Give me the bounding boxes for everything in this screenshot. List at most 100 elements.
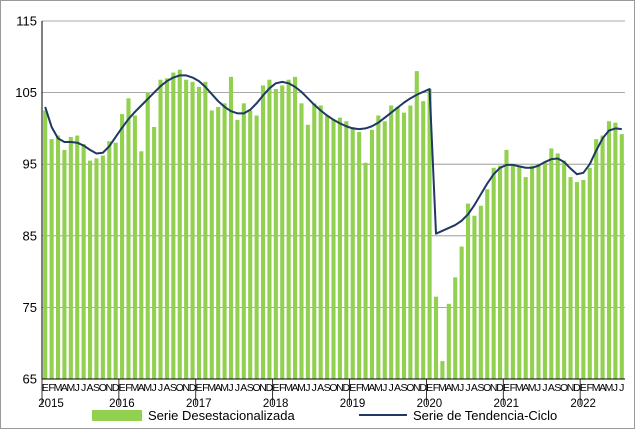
x-tick-month: A bbox=[138, 382, 145, 394]
x-tick-month: O bbox=[483, 382, 491, 394]
bar bbox=[126, 98, 131, 379]
bar bbox=[158, 79, 163, 379]
bar bbox=[318, 105, 323, 379]
x-tick-month: J bbox=[459, 382, 464, 394]
x-tick-month: N bbox=[490, 382, 498, 394]
bar bbox=[421, 101, 426, 379]
x-tick-month: A bbox=[394, 382, 401, 394]
bar bbox=[472, 215, 477, 379]
x-tick-month: D bbox=[419, 382, 427, 394]
y-tick-label: 75 bbox=[23, 300, 37, 315]
bar bbox=[331, 119, 336, 380]
bar bbox=[222, 103, 227, 379]
bar bbox=[357, 131, 362, 379]
bar bbox=[312, 103, 317, 379]
x-tick-month: M bbox=[131, 382, 140, 394]
legend-swatch-bars bbox=[92, 410, 142, 421]
bar bbox=[459, 246, 464, 379]
x-tick-month: F bbox=[510, 382, 516, 394]
x-tick-month: A bbox=[215, 382, 222, 394]
x-tick-month: M bbox=[284, 382, 293, 394]
x-tick-month: M bbox=[207, 382, 216, 394]
x-tick-month: D bbox=[496, 382, 504, 394]
bar bbox=[350, 126, 355, 379]
bar bbox=[235, 119, 240, 380]
x-tick-month: M bbox=[515, 382, 524, 394]
x-tick-month: J bbox=[465, 382, 470, 394]
x-tick-year: 2015 bbox=[38, 398, 64, 410]
bar bbox=[530, 165, 535, 379]
bar bbox=[216, 106, 221, 380]
x-tick-month: J bbox=[619, 382, 624, 394]
bar bbox=[132, 115, 137, 380]
x-tick-month: M bbox=[66, 382, 75, 394]
x-tick-month: N bbox=[413, 382, 421, 394]
bar bbox=[43, 110, 48, 379]
bar bbox=[241, 103, 246, 379]
bar bbox=[427, 89, 432, 380]
x-tick-month: M bbox=[438, 382, 447, 394]
x-tick-month: M bbox=[361, 382, 370, 394]
bar bbox=[100, 155, 105, 379]
x-tick-month: N bbox=[336, 382, 344, 394]
x-tick-month: F bbox=[125, 382, 131, 394]
bar bbox=[619, 134, 624, 379]
bar bbox=[485, 189, 490, 379]
x-tick-month: O bbox=[329, 382, 337, 394]
x-tick-month: S bbox=[554, 382, 561, 394]
bar bbox=[581, 179, 586, 379]
bar bbox=[120, 114, 125, 379]
x-tick-month: A bbox=[445, 382, 452, 394]
x-tick-month: J bbox=[158, 382, 163, 394]
bar bbox=[523, 177, 528, 379]
x-tick-month: D bbox=[573, 382, 581, 394]
x-tick-month: A bbox=[61, 382, 68, 394]
bar bbox=[491, 167, 496, 379]
x-tick-month: O bbox=[176, 382, 184, 394]
bar bbox=[453, 277, 458, 379]
x-tick-month: M bbox=[54, 382, 63, 394]
x-tick-month: A bbox=[471, 382, 478, 394]
x-tick-month: A bbox=[240, 382, 247, 394]
x-tick-month: D bbox=[343, 382, 351, 394]
x-tick-month: S bbox=[477, 382, 484, 394]
bar bbox=[587, 167, 592, 379]
bar bbox=[325, 115, 330, 380]
bar bbox=[49, 139, 54, 379]
bar bbox=[55, 135, 61, 379]
bar bbox=[203, 81, 208, 380]
bar bbox=[446, 303, 451, 379]
x-tick-month: J bbox=[389, 382, 394, 394]
x-tick-month: S bbox=[93, 382, 100, 394]
x-tick-month: A bbox=[599, 382, 606, 394]
x-tick-month: J bbox=[613, 382, 618, 394]
bar bbox=[363, 162, 368, 379]
bar bbox=[164, 78, 169, 379]
bar bbox=[510, 165, 515, 379]
bar bbox=[299, 103, 304, 379]
x-tick-month: O bbox=[560, 382, 568, 394]
bar bbox=[517, 165, 522, 379]
x-tick-month: M bbox=[528, 382, 537, 394]
x-tick-month: E bbox=[42, 382, 49, 394]
bar bbox=[113, 142, 118, 379]
bar bbox=[536, 164, 541, 379]
bar bbox=[594, 139, 599, 379]
x-tick-month: N bbox=[105, 382, 113, 394]
x-tick-month: N bbox=[259, 382, 267, 394]
x-tick-month: J bbox=[312, 382, 317, 394]
bar bbox=[376, 115, 381, 380]
bar bbox=[568, 177, 573, 379]
x-tick-year: 2019 bbox=[340, 398, 366, 410]
x-tick-year: 2016 bbox=[109, 398, 135, 410]
bar bbox=[286, 79, 291, 379]
bar bbox=[562, 160, 567, 379]
bar bbox=[600, 135, 605, 379]
x-tick-month: A bbox=[522, 382, 529, 394]
x-tick-year: 2021 bbox=[493, 398, 519, 410]
bar bbox=[433, 296, 439, 379]
x-tick-month: J bbox=[235, 382, 240, 394]
